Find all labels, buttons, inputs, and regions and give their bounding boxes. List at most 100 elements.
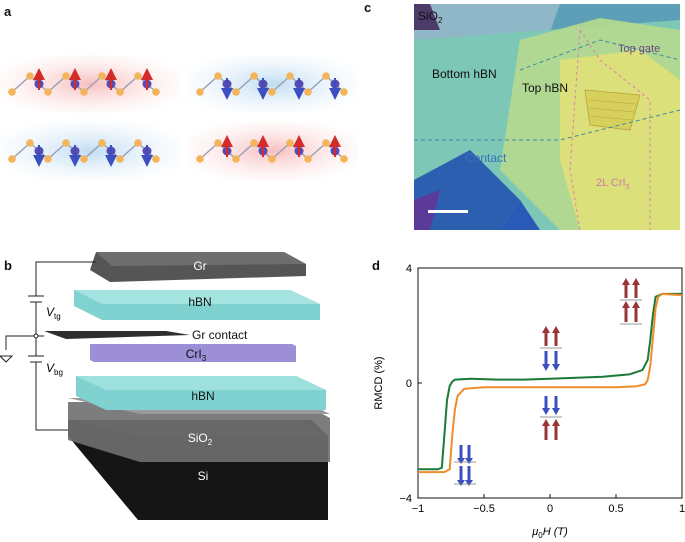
- panel-label-b: b: [4, 258, 12, 273]
- iodine-atom: [116, 155, 124, 163]
- label-si: Si: [198, 469, 209, 483]
- iodine-atom: [80, 88, 88, 96]
- x-tick-label: 0.5: [608, 503, 623, 515]
- iodine-atom: [304, 88, 312, 96]
- spin-icon-down-up: [540, 396, 562, 440]
- panel-label-c: c: [364, 0, 372, 15]
- iodine-atom: [196, 155, 204, 163]
- rmcd-series-line: [418, 292, 682, 471]
- iodine-atom: [322, 139, 330, 147]
- iodine-atom: [80, 155, 88, 163]
- label-gr-contact: Gr contact: [192, 328, 248, 342]
- spin-chain: [8, 68, 160, 96]
- crI3-region: [560, 50, 680, 230]
- iodine-atom: [232, 155, 240, 163]
- hbn-top-top: [74, 290, 320, 304]
- circuit-wires: [0, 261, 96, 431]
- label-vbg: Vbg: [46, 361, 63, 377]
- iodine-atom: [322, 72, 330, 80]
- label-cri3: CrI3: [186, 347, 207, 363]
- label-hbn-top: hBN: [188, 295, 211, 309]
- iodine-atom: [44, 155, 52, 163]
- iodine-atom: [196, 88, 204, 96]
- x-tick-label: −1: [412, 503, 425, 515]
- iodine-atom: [304, 155, 312, 163]
- panel-a-chains: [0, 55, 358, 180]
- iodine-atom: [116, 88, 124, 96]
- panel-d-chart: −1 −0.5 0 0.5 1 4 0 −4 RMCD (%) μ0H (T): [373, 263, 685, 540]
- label-bottom-hbn: Bottom hBN: [432, 67, 497, 81]
- scale-bar: [428, 210, 468, 213]
- label-vtg: Vtg: [46, 305, 61, 321]
- label-2l-cri3: 2L CrI3: [596, 177, 630, 191]
- pink-outline: [569, 29, 651, 230]
- spin-chain: [196, 72, 348, 100]
- label-hbn-bottom: hBN: [191, 389, 214, 403]
- y-tick-label: 0: [406, 378, 412, 390]
- gr-contact: [44, 331, 190, 339]
- panel-label-a: a: [4, 4, 12, 19]
- iodine-atom: [250, 139, 258, 147]
- corner-dark: [414, 4, 440, 30]
- hbn-bottom-top: [76, 376, 326, 390]
- iodine-atom: [152, 155, 160, 163]
- cri3-layer: [90, 344, 296, 362]
- iodine-atom: [62, 72, 70, 80]
- iodine-atom: [340, 88, 348, 96]
- spin-chain: [196, 135, 348, 163]
- iodine-atom: [8, 155, 16, 163]
- iodine-atom: [8, 88, 16, 96]
- iodine-atom: [62, 139, 70, 147]
- label-top-hbn: Top hBN: [522, 81, 568, 95]
- iodine-atom: [286, 139, 294, 147]
- x-tick-label: 0: [547, 503, 553, 515]
- iodine-atom: [152, 88, 160, 96]
- label-c-sio2: SiO2: [418, 9, 443, 25]
- y-tick-label: 4: [406, 263, 412, 275]
- iodine-atom: [98, 139, 106, 147]
- iodine-atom: [250, 72, 258, 80]
- sio2-layer: [68, 402, 330, 462]
- chart-marks: −1 −0.5 0 0.5 1 4 0 −4: [399, 263, 685, 515]
- rmcd-series-line: [418, 292, 683, 474]
- iodine-atom: [26, 139, 34, 147]
- cyan-outline: [414, 39, 680, 141]
- chain-glow-blue-2: [0, 122, 180, 180]
- panel-label-d: d: [372, 258, 380, 273]
- chain-glow-red-2: [188, 122, 358, 180]
- gr-top-gate-face: [96, 252, 306, 266]
- y-tick-label: −4: [399, 493, 412, 505]
- spin-icon-down-down: [454, 445, 476, 486]
- label-gr: Gr: [193, 259, 206, 273]
- label-sio2: SiO2: [188, 431, 213, 447]
- iodine-atom: [268, 88, 276, 96]
- x-tick-label: 1: [679, 503, 685, 515]
- spin-icon-up-up: [620, 278, 642, 325]
- panel-b-stack: Gr hBN Gr contact CrI3 hBN SiO2 Si Vtg V…: [0, 252, 330, 520]
- contact-dark: [414, 190, 440, 230]
- panel-c-micrograph: SiO2 Top gate Bottom hBN Top hBN Contact…: [414, 4, 680, 230]
- junction-node: [33, 333, 39, 339]
- iodine-atom: [134, 72, 142, 80]
- label-top-gate: Top gate: [618, 43, 660, 55]
- chain-glow-red-1: [0, 55, 180, 113]
- iodine-atom: [268, 155, 276, 163]
- plot-frame: [417, 267, 683, 499]
- spin-icon-up-down: [540, 326, 562, 371]
- iodine-atom: [44, 88, 52, 96]
- y-axis-label: RMCD (%): [373, 356, 385, 409]
- iodine-atom: [98, 72, 106, 80]
- iodine-atom: [26, 72, 34, 80]
- hatch-lines: [589, 99, 637, 121]
- iodine-atom: [232, 88, 240, 96]
- iodine-atom: [214, 72, 222, 80]
- iodine-atom: [214, 139, 222, 147]
- label-contact: Contact: [465, 151, 507, 165]
- iodine-atom: [134, 139, 142, 147]
- contact-tip: [500, 200, 540, 230]
- x-tick-label: −0.5: [473, 503, 495, 515]
- iodine-atom: [286, 72, 294, 80]
- spin-chain: [8, 139, 160, 167]
- x-axis-label: μ0H (T): [531, 526, 568, 540]
